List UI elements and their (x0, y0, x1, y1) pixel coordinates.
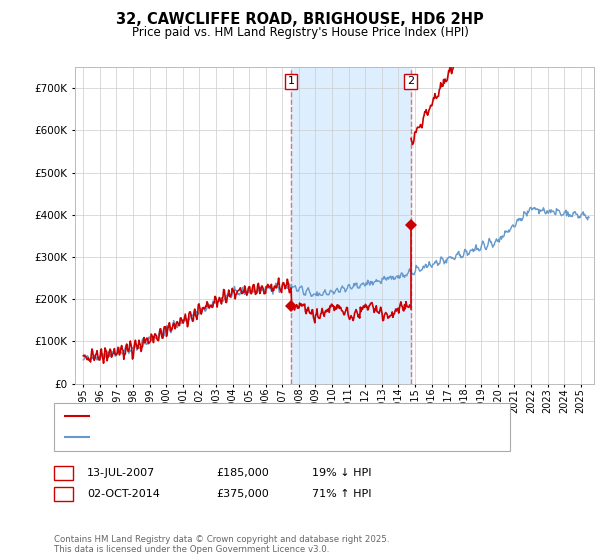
Text: 32, CAWCLIFFE ROAD, BRIGHOUSE, HD6 2HP: 32, CAWCLIFFE ROAD, BRIGHOUSE, HD6 2HP (116, 12, 484, 27)
Text: 1: 1 (287, 76, 295, 86)
Text: £185,000: £185,000 (216, 468, 269, 478)
Text: 71% ↑ HPI: 71% ↑ HPI (312, 489, 371, 499)
Text: Price paid vs. HM Land Registry's House Price Index (HPI): Price paid vs. HM Land Registry's House … (131, 26, 469, 39)
Text: 32, CAWCLIFFE ROAD, BRIGHOUSE, HD6 2HP (detached house): 32, CAWCLIFFE ROAD, BRIGHOUSE, HD6 2HP (… (95, 411, 423, 421)
Text: 13-JUL-2007: 13-JUL-2007 (87, 468, 155, 478)
Text: £375,000: £375,000 (216, 489, 269, 499)
Text: 2: 2 (60, 489, 67, 499)
Text: HPI: Average price, detached house, Calderdale: HPI: Average price, detached house, Cald… (95, 432, 344, 442)
Text: 1: 1 (60, 468, 67, 478)
Text: 02-OCT-2014: 02-OCT-2014 (87, 489, 160, 499)
Text: 19% ↓ HPI: 19% ↓ HPI (312, 468, 371, 478)
Text: 2: 2 (407, 76, 415, 86)
Bar (291, 67, 411, 384)
Text: Contains HM Land Registry data © Crown copyright and database right 2025.
This d: Contains HM Land Registry data © Crown c… (54, 535, 389, 554)
